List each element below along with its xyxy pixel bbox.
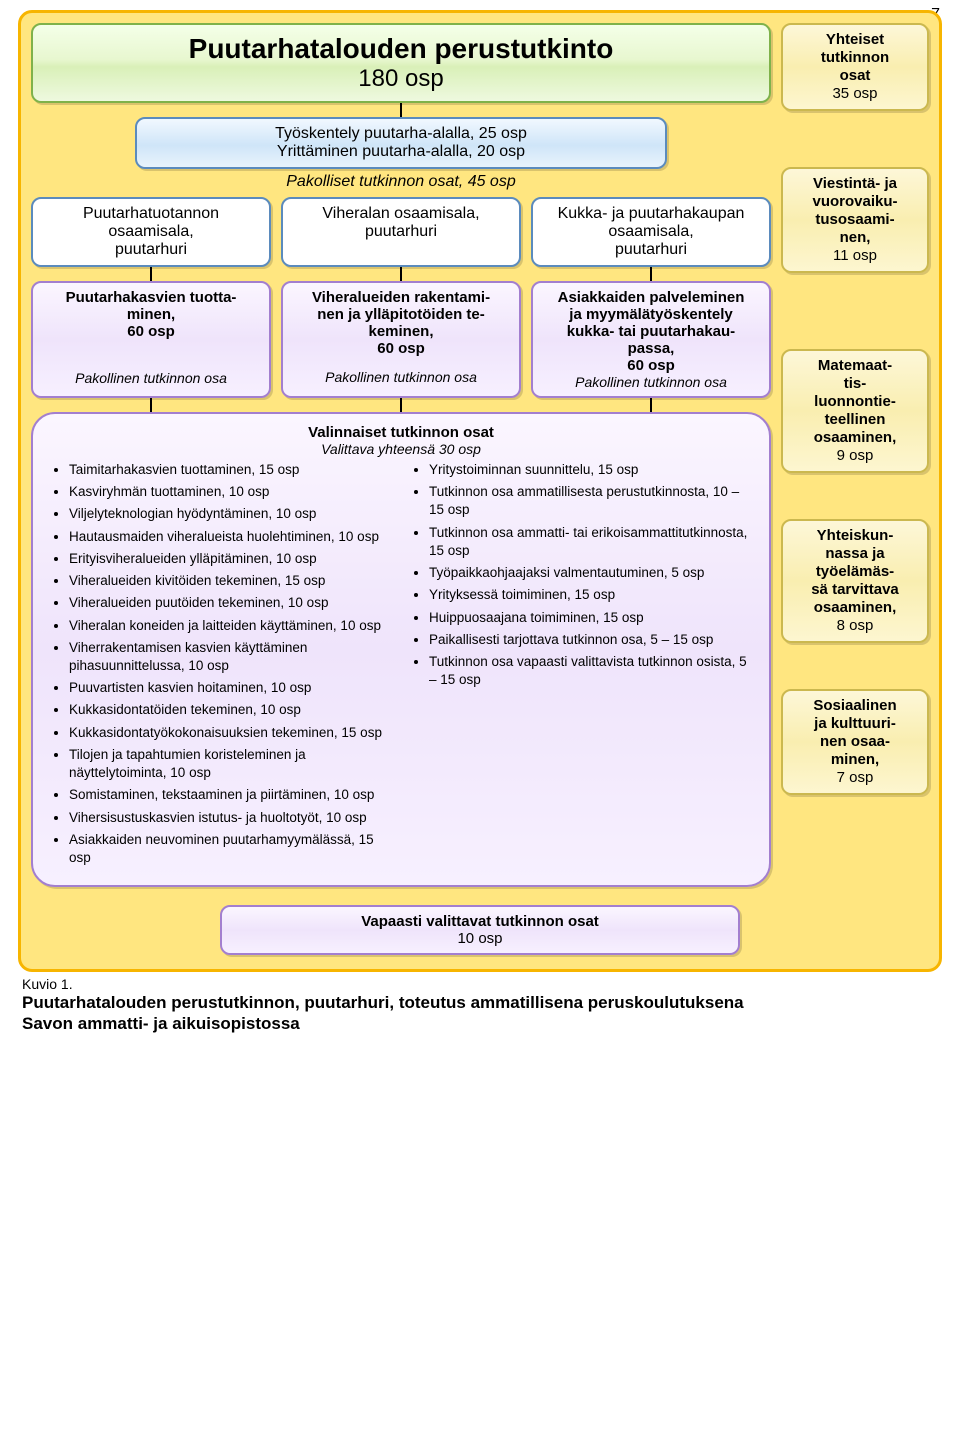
side-s1: Yhteiset tutkinnon osat 35 osp (781, 23, 929, 111)
pakolliset-header: Pakolliset tutkinnon osat, 45 osp (31, 173, 771, 191)
main-column: Puutarhatalouden perustutkinto 180 osp T… (31, 23, 771, 887)
mod-b: Viheralueiden rakentami- nen ja ylläpito… (281, 281, 521, 398)
side-s2: Viestintä- ja vuorovaiku- tusosaami- nen… (781, 167, 929, 273)
track-b: Viheralan osaamisala, puutarhuri (281, 197, 521, 267)
sub-blue-l2: Yrittäminen puutarha-alalla, 20 osp (145, 143, 658, 161)
title-line1: Puutarhatalouden perustutkinto (45, 33, 757, 65)
valinnaiset-left-item: Puuvartisten kasvien hoitaminen, 10 osp (69, 679, 395, 697)
caption-line1: Puutarhatalouden perustutkinnon, puutarh… (22, 992, 942, 1013)
valinnaiset-right-item: Huippuosaajana toimiminen, 15 osp (429, 609, 755, 627)
valinnaiset-left-item: Viheralueiden kivitöiden tekeminen, 15 o… (69, 572, 395, 590)
valinnaiset-left-item: Kasviryhmän tuottaminen, 10 osp (69, 483, 395, 501)
bottom-box: Vapaasti valittavat tutkinnon osat 10 os… (220, 905, 740, 955)
page: 7 Puutarhatalouden perustutkinto 180 osp… (0, 0, 960, 1055)
title-box: Puutarhatalouden perustutkinto 180 osp (31, 23, 771, 103)
valinnaiset-left-list: Taimitarhakasvien tuottaminen, 15 osp Kas… (47, 461, 395, 871)
title-line2: 180 osp (45, 65, 757, 93)
valinnaiset-head: Valinnaiset tutkinnon osat (47, 424, 755, 441)
valinnaiset-left-item: Asiakkaiden neuvominen puutarhamyymäläss… (69, 831, 395, 867)
track-a: Puutarhatuotannon osaamisala, puutarhuri (31, 197, 271, 267)
side-s4: Yhteiskun- nassa ja työelämäs- sä tarvit… (781, 519, 929, 643)
valinnaiset-left-item: Viljelyteknologian hyödyntäminen, 10 osp (69, 505, 395, 523)
mod-a: Puutarhakasvien tuotta- minen, 60 osp Pa… (31, 281, 271, 398)
valinnaiset-left-item: Kukkasidontatyökokonaisuuksien tekeminen… (69, 724, 395, 742)
valinnaiset-box: Valinnaiset tutkinnon osat Valittava yht… (31, 412, 771, 887)
caption-line2: Savon ammatti- ja aikuisopistossa (22, 1013, 942, 1034)
track-c: Kukka- ja puutarhakaupan osaamisala, puu… (531, 197, 771, 267)
side-s3: Matemaat- tis- luonnontie- teellinen osa… (781, 349, 929, 473)
valinnaiset-right-item: Yritystoiminnan suunnittelu, 15 osp (429, 461, 755, 479)
valinnaiset-right-item: Tutkinnon osa ammatti- tai erikoisammatt… (429, 524, 755, 560)
mod-c: Asiakkaiden palveleminen ja myymälätyösk… (531, 281, 771, 398)
sub-blue-l1: Työskentely puutarha-alalla, 25 osp (145, 125, 658, 143)
valinnaiset-left-item: Tilojen ja tapahtumien koristeleminen ja… (69, 746, 395, 782)
valinnaiset-left-item: Viheralan koneiden ja laitteiden käyttäm… (69, 617, 395, 635)
valinnaiset-left-item: Erityisviheralueiden ylläpitäminen, 10 o… (69, 550, 395, 568)
valinnaiset-left-item: Taimitarhakasvien tuottaminen, 15 osp (69, 461, 395, 479)
valinnaiset-right-item: Tutkinnon osa vapaasti valittavista tutk… (429, 653, 755, 689)
valinnaiset-right-item: Paikallisesti tarjottava tutkinnon osa, … (429, 631, 755, 649)
caption-kuvio: Kuvio 1. (22, 976, 942, 992)
valinnaiset-right-item: Työpaikkaohjaajaksi valmentautuminen, 5 … (429, 564, 755, 582)
valinnaiset-left-item: Viheralueiden puutöiden tekeminen, 10 os… (69, 594, 395, 612)
valinnaiset-right-item: Tutkinnon osa ammatillisesta perustutkin… (429, 483, 755, 519)
valinnaiset-left-item: Viherrakentamisen kasvien käyttäminen pi… (69, 639, 395, 675)
diagram-outer: Puutarhatalouden perustutkinto 180 osp T… (18, 10, 942, 972)
side-s5: Sosiaalinen ja kulttuuri- nen osaa- mine… (781, 689, 929, 795)
valinnaiset-right-item: Yrityksessä toimiminen, 15 osp (429, 586, 755, 604)
sub-blue-box: Työskentely puutarha-alalla, 25 osp Yrit… (135, 117, 668, 169)
modules-row: Puutarhakasvien tuotta- minen, 60 osp Pa… (31, 281, 771, 398)
valinnaiset-sub: Valittava yhteensä 30 osp (47, 441, 755, 457)
tracks-row: Puutarhatuotannon osaamisala, puutarhuri… (31, 197, 771, 267)
valinnaiset-left-item: Kukkasidontatöiden tekeminen, 10 osp (69, 701, 395, 719)
side-column: Yhteiset tutkinnon osat 35 osp Viestintä… (781, 23, 929, 887)
valinnaiset-right-list: Yritystoiminnan suunnittelu, 15 osp Tutki… (407, 461, 755, 871)
valinnaiset-left-item: Hautausmaiden viheralueista huolehtimine… (69, 528, 395, 546)
valinnaiset-left-item: Somistaminen, tekstaaminen ja piirtämine… (69, 786, 395, 804)
valinnaiset-left-item: Vihersisustuskasvien istutus- ja huoltot… (69, 809, 395, 827)
